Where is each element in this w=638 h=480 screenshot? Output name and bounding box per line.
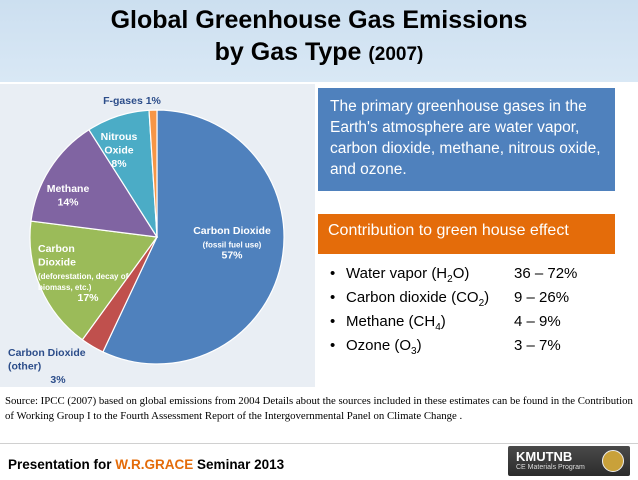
slice-label-line: 17% xyxy=(77,292,99,304)
pie-slice xyxy=(29,220,159,341)
gas-formula-sub: 2 xyxy=(478,298,485,309)
logo-subtitle: CE Materials Program xyxy=(516,464,585,471)
contribution-header: Contribution to green house effect xyxy=(318,214,615,254)
slice-label-line: F-gases 1% xyxy=(103,95,161,107)
contribution-item: • Carbon dioxide (CO2) 9 – 26% xyxy=(330,289,620,313)
slice-label: Carbon Dioxide (deforestation, decay of bio… xyxy=(38,243,129,304)
gas-formula-post: ) xyxy=(416,337,422,354)
slice-label-line: (fossil fuel use) xyxy=(203,241,262,250)
contribution-item: • Water vapor (H2O) 36 – 72% xyxy=(330,265,620,289)
contribution-range: 36 – 72% xyxy=(514,265,578,282)
slice-label-line: 3% xyxy=(50,374,66,386)
slice-label-line: Dioxide xyxy=(38,257,76,269)
slice-label: Carbon Dioxide (fossil fuel use) 57% xyxy=(193,225,271,262)
info-box: The primary greenhouse gases in the Eart… xyxy=(318,88,615,191)
bullet-dot: • xyxy=(330,289,336,306)
slice-label-line: 14% xyxy=(57,197,79,209)
slice-label-line: Carbon Dioxide xyxy=(193,225,271,237)
gas-formula-pre: (O xyxy=(394,337,412,354)
slice-label-line: 8% xyxy=(111,158,127,170)
footer-suffix: Seminar 2013 xyxy=(193,457,285,472)
slice-label: Methane 14% xyxy=(47,183,90,209)
slice-label: Nitrous Oxide 8% xyxy=(101,131,138,170)
gas-formula-sub: 4 xyxy=(435,322,441,333)
contribution-range: 4 – 9% xyxy=(514,313,561,330)
contribution-range: 3 – 7% xyxy=(514,337,561,354)
subtitle-year: (2007) xyxy=(368,44,424,65)
gas-formula-post: O) xyxy=(452,265,470,282)
contribution-gas: Carbon dioxide (CO2) xyxy=(346,289,489,309)
slide-title: Global Greenhouse Gas Emissions xyxy=(110,6,528,34)
pie-chart-panel: Carbon Dioxide (fossil fuel use) 57% Carbon… xyxy=(0,84,315,387)
contribution-gas: Ozone (O3) xyxy=(346,337,422,357)
slice-label-line: Carbon xyxy=(38,243,75,255)
gas-name: Water vapor xyxy=(346,265,428,282)
contribution-item: • Methane (CH4) 4 – 9% xyxy=(330,313,620,337)
gas-name: Carbon dioxide xyxy=(346,289,447,306)
pie-slice xyxy=(30,128,159,238)
logo-name: KMUTNB xyxy=(516,449,573,464)
contribution-item: • Ozone (O3) 3 – 7% xyxy=(330,337,620,361)
footer-highlight: W.R.GRACE xyxy=(115,457,194,472)
slice-label-line: (other) xyxy=(8,361,41,373)
pie-slice xyxy=(102,109,285,365)
footer-prefix: Presentation for xyxy=(8,457,116,472)
slice-label: Carbon Dioxide (other) 3% xyxy=(8,347,86,386)
slice-label-line: Carbon Dioxide xyxy=(8,347,86,359)
subtitle-text: by Gas Type xyxy=(214,38,362,66)
slice-label-line: Nitrous xyxy=(101,131,138,143)
gas-formula-post: ) xyxy=(484,289,490,306)
contribution-range: 9 – 26% xyxy=(514,289,570,306)
slide-subtitle: by Gas Type (2007) xyxy=(0,38,638,67)
contribution-gas: Methane (CH4) xyxy=(346,313,446,333)
source-note: Source: IPCC (2007) based on global emis… xyxy=(5,395,633,422)
logo-emblem-icon xyxy=(602,450,624,472)
gas-formula-sub: 2 xyxy=(447,274,453,285)
slice-label: F-gases 1% xyxy=(103,95,161,107)
contribution-list: • Water vapor (H2O) 36 – 72% • Carbon dioxid… xyxy=(330,265,620,361)
pie-slice xyxy=(148,109,158,238)
gas-formula-sub: 3 xyxy=(411,346,417,357)
footer-text: Presentation for W.R.GRACE Seminar 2013 xyxy=(8,457,284,472)
gas-formula-pre: (H xyxy=(431,265,448,282)
gas-formula-pre: (CH xyxy=(408,313,436,330)
bullet-dot: • xyxy=(330,337,336,354)
gas-name: Ozone xyxy=(346,337,391,354)
slice-label-line: Oxide xyxy=(104,145,133,157)
slice-label-line: 57% xyxy=(221,250,243,262)
title-band xyxy=(0,0,638,82)
slice-label-line: (deforestation, decay of xyxy=(38,272,129,281)
gas-formula-pre: (CO xyxy=(451,289,479,306)
slice-label-line: biomass, etc.) xyxy=(38,283,92,292)
contribution-gas: Water vapor (H2O) xyxy=(346,265,469,285)
pie-chart: Carbon Dioxide (fossil fuel use) 57%Carbon… xyxy=(8,95,285,386)
gas-name: Methane xyxy=(346,313,405,330)
slice-label-line: Methane xyxy=(47,183,90,195)
bullet-dot: • xyxy=(330,265,336,282)
bullet-dot: • xyxy=(330,313,336,330)
gas-formula-post: ) xyxy=(440,313,446,330)
kmutnb-logo: KMUTNB CE Materials Program xyxy=(508,446,630,476)
